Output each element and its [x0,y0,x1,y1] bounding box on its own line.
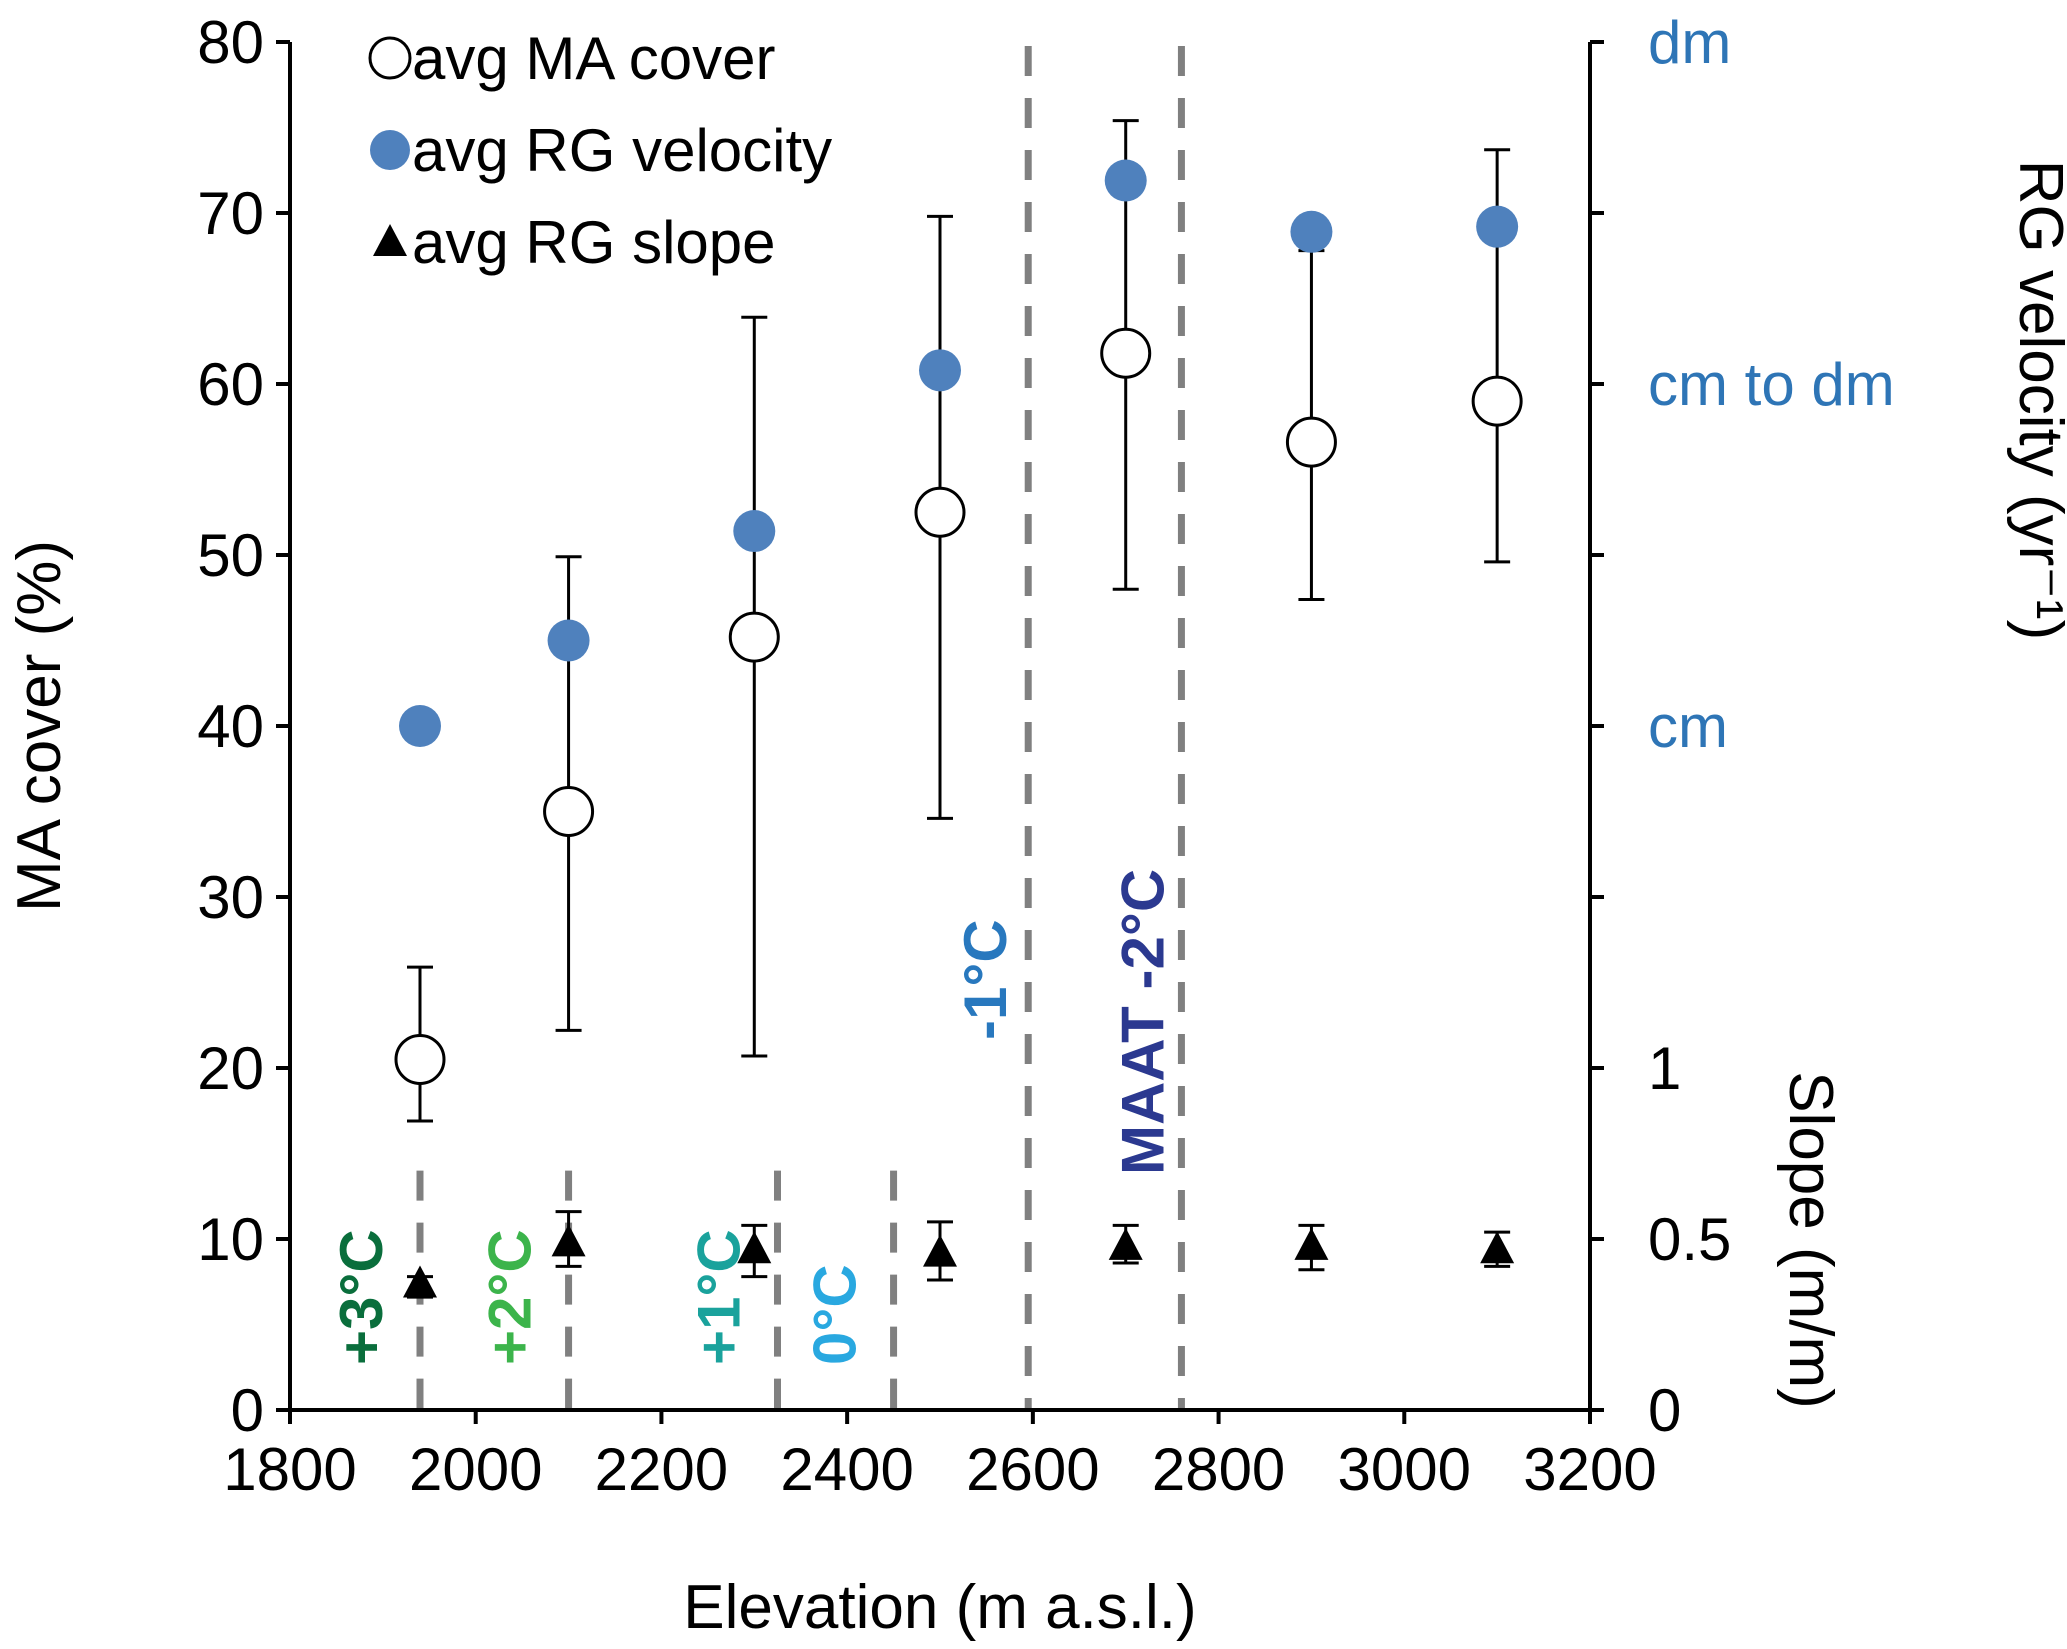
ma-cover-point [543,786,595,837]
legend-label: avg RG velocity [412,117,832,184]
isotherm-label-5: MAAT -2°C [1109,869,1176,1175]
y-tick-label: 50 [197,522,264,589]
y-tick-label: 20 [197,1035,264,1102]
slope-tick-label: 0.5 [1648,1206,1731,1273]
rg-slope-point [1294,1227,1329,1260]
legend-label: avg MA cover [412,25,776,92]
x-tick-label: 3000 [1338,1436,1471,1503]
ma-cover-point [1285,416,1337,468]
rg-slope-point [1108,1227,1143,1260]
y2-slope-title: Slope (m/m) [1776,1071,1845,1409]
x-tick-label: 2400 [780,1436,913,1503]
slope-tick-label: 1 [1648,1035,1681,1102]
rg-slope-point [923,1234,957,1267]
x-tick-label: 2800 [1152,1436,1285,1503]
rg-velocity-point [733,510,776,553]
x-tick-label: 1800 [223,1436,356,1503]
ma-cover-point [394,1033,446,1085]
y-tick-label: 70 [197,180,264,247]
y-axis-title: MA cover (%) [5,540,74,912]
rg-slope-point [1480,1231,1515,1264]
legend-marker-rg-velocity [370,130,410,170]
axis-titles: Elevation (m a.s.l.) MA cover (%) RG veloc… [5,160,2067,1642]
legend-label: avg RG slope [412,209,776,276]
rg-velocity-point [399,705,441,747]
x-tick-label: 2200 [595,1436,728,1503]
y-tick-label: 60 [197,351,264,418]
ma-cover-point [728,611,780,663]
rg-velocity-point [1476,205,1519,248]
isotherm-label-4: -1°C [952,919,1019,1040]
ma-cover-point [1100,327,1152,379]
y-tick-label: 0 [231,1377,264,1444]
rg-slope-point [551,1224,586,1257]
y-tick-label: 40 [197,693,264,760]
isotherm-label-1: +2°C [477,1229,544,1365]
x-axis-title: Elevation (m a.s.l.) [683,1573,1196,1642]
data-points [394,159,1523,1298]
legend-marker-ma-cover [368,36,412,80]
legend-marker-rg-slope [373,224,407,256]
y2-velocity-title: RG velocity (yr⁻¹) [2006,160,2067,641]
error-bars [407,119,1511,1299]
legend: avg MA cover avg RG velocity avg RG slope [368,25,832,276]
rg-slope-point [403,1265,437,1298]
slope-tick-label: 0 [1648,1377,1681,1444]
velocity-tick-label: cm [1648,693,1728,760]
ma-cover-point [1471,375,1523,427]
isotherm-label-0: +3°C [328,1229,395,1365]
y-tick-label: 30 [197,864,264,931]
rg-velocity-point [1290,210,1333,253]
rg-slope-point [737,1231,772,1264]
rg-velocity-point [547,619,590,662]
y-tick-label: 80 [197,9,264,76]
y-tick-label: 10 [197,1206,264,1273]
x-tick-label: 2000 [409,1436,542,1503]
isotherm-labels: +3°C +2°C +1°C 0°C -1°C MAAT -2°C [328,869,1176,1365]
isotherm-label-3: 0°C [802,1264,869,1365]
velocity-tick-label: dm [1648,9,1731,76]
isotherm-label-2: +1°C [686,1229,753,1365]
x-tick-label: 2600 [966,1436,1099,1503]
velocity-tick-label: cm to dm [1648,351,1895,418]
rg-velocity-point [919,349,961,392]
x-tick-label: 3200 [1523,1436,1656,1503]
ma-cover-point [914,486,966,538]
rg-velocity-point [1104,159,1147,202]
